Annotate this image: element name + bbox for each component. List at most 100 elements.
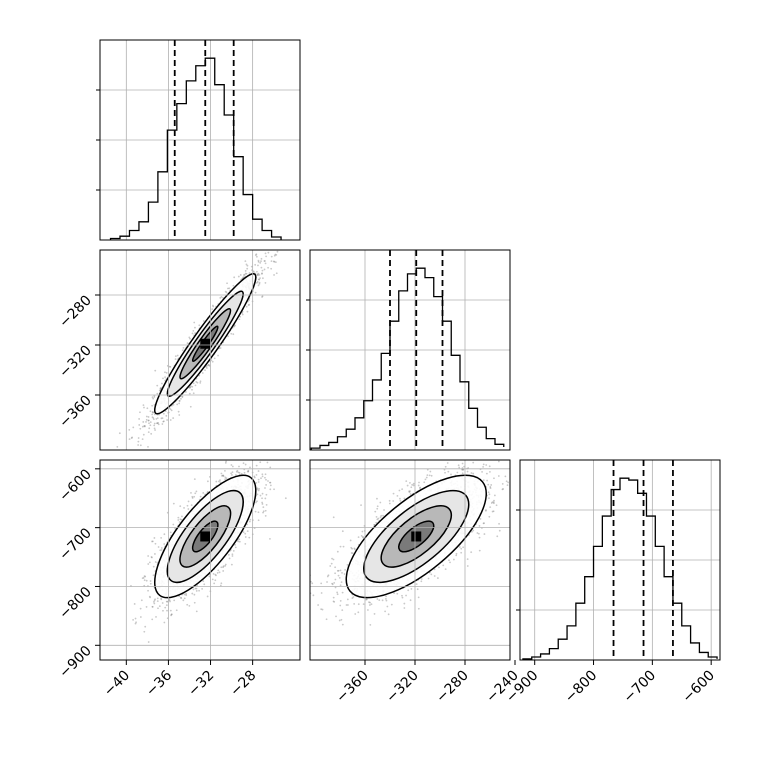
- sample-point: [193, 321, 196, 324]
- sample-point: [128, 428, 131, 431]
- sample-point: [130, 437, 133, 439]
- sample-point: [149, 596, 152, 599]
- sample-point: [142, 576, 145, 579]
- sample-point: [270, 267, 273, 270]
- sample-point: [232, 549, 235, 552]
- sample-point: [260, 266, 263, 269]
- sample-point: [254, 263, 257, 266]
- sample-point: [177, 519, 180, 521]
- sample-point: [261, 497, 263, 500]
- sample-point: [206, 364, 209, 367]
- sample-point: [222, 570, 225, 572]
- sample-point: [264, 439, 266, 441]
- sample-point: [151, 605, 154, 608]
- sample-point: [254, 510, 257, 513]
- sample-point: [168, 599, 171, 602]
- sample-point: [260, 477, 262, 480]
- sample-point: [245, 263, 248, 266]
- density-peak: [200, 531, 211, 542]
- sample-point: [148, 422, 150, 425]
- sample-point: [257, 278, 260, 281]
- sample-point: [161, 417, 164, 420]
- histogram-step-line: [310, 267, 505, 450]
- sample-point: [151, 540, 154, 543]
- sample-point: [326, 575, 329, 578]
- sample-point: [405, 480, 408, 483]
- sample-point: [151, 605, 154, 608]
- sample-point: [376, 497, 378, 500]
- sample-point: [169, 419, 172, 421]
- sample-point: [224, 469, 226, 472]
- sample-point: [198, 324, 201, 327]
- sample-point: [159, 387, 162, 390]
- sample-point: [144, 625, 147, 628]
- sample-point: [162, 412, 165, 415]
- sample-point: [244, 536, 247, 538]
- sample-point: [152, 418, 155, 421]
- sample-point: [264, 262, 267, 265]
- sample-point: [142, 433, 145, 436]
- sample-point: [153, 602, 156, 605]
- sample-point: [213, 357, 216, 360]
- sample-point: [188, 336, 191, 339]
- sample-point: [185, 594, 188, 597]
- sample-point: [261, 272, 263, 275]
- sample-point: [191, 385, 194, 388]
- sample-point: [381, 599, 384, 602]
- sample-point: [178, 402, 181, 405]
- sample-point: [170, 409, 173, 412]
- sample-point: [181, 395, 184, 398]
- sample-point: [396, 495, 399, 497]
- sample-point: [246, 310, 249, 313]
- sample-point: [168, 407, 171, 410]
- sample-point: [336, 593, 339, 596]
- sample-point: [189, 337, 191, 340]
- sample-point: [258, 273, 261, 276]
- sample-point: [190, 385, 192, 388]
- sample-point: [152, 565, 155, 568]
- sample-point: [417, 607, 420, 610]
- sample-point: [217, 569, 220, 572]
- sample-point: [256, 500, 258, 503]
- sample-point: [253, 476, 256, 479]
- sample-point: [188, 386, 191, 389]
- sample-point: [237, 540, 240, 543]
- sample-point: [258, 487, 261, 490]
- sample-point: [259, 494, 262, 497]
- sample-point: [169, 531, 172, 534]
- sample-point: [187, 508, 190, 510]
- sample-point: [269, 466, 272, 469]
- sample-point: [206, 480, 209, 483]
- sample-point: [165, 414, 168, 417]
- sample-point: [426, 474, 429, 476]
- sample-point: [160, 598, 163, 601]
- sample-point: [255, 255, 258, 258]
- sample-point: [264, 487, 266, 489]
- sample-point: [266, 461, 269, 464]
- sample-point: [204, 369, 206, 372]
- sample-point: [257, 481, 260, 483]
- sample-point: [426, 468, 429, 471]
- sample-point: [412, 482, 415, 485]
- sample-point: [154, 561, 157, 563]
- sample-point: [225, 291, 228, 294]
- sample-point: [208, 575, 211, 578]
- sample-point: [257, 274, 259, 277]
- sample-point: [238, 471, 241, 474]
- sample-point: [165, 600, 168, 603]
- sample-point: [387, 613, 390, 616]
- sample-point: [162, 609, 164, 612]
- sample-point: [170, 613, 173, 616]
- sample-point: [149, 424, 152, 427]
- sample-point: [409, 493, 412, 495]
- sample-point: [143, 579, 146, 582]
- sample-point: [139, 411, 141, 414]
- density-panel-0-2: [99, 439, 301, 661]
- sample-point: [461, 462, 464, 465]
- sample-point: [233, 325, 235, 328]
- sample-point: [361, 530, 364, 533]
- sample-point: [462, 468, 465, 471]
- sample-point: [288, 244, 290, 246]
- sample-point: [169, 408, 172, 411]
